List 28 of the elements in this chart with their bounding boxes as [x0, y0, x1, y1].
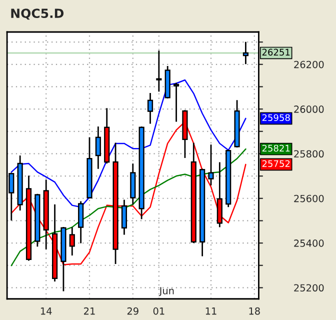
y-tick-label: 25800: [294, 150, 324, 158]
data-label: 25752: [262, 160, 290, 168]
x-tick-label: 29: [127, 307, 138, 315]
line-series: [10, 148, 246, 266]
annotation: Jun: [158, 287, 174, 296]
data-label: 25958: [262, 114, 290, 122]
ref-line-label: 26251: [262, 48, 290, 56]
candlestick: [121, 199, 128, 236]
candlestick: [78, 200, 84, 244]
y-tick-label: 25600: [294, 194, 324, 202]
x-tick-label: 14: [40, 308, 52, 315]
y-tick-label: 26000: [294, 106, 324, 113]
y-tick-label: 25400: [294, 240, 324, 247]
candlestick: [95, 126, 101, 170]
y-tick-label: 25200: [294, 284, 324, 292]
x-tick-label: 01: [153, 307, 164, 315]
candlestick: [147, 92, 154, 124]
chart-title: NQC5.D: [11, 8, 64, 20]
x-tick-label: 18: [249, 307, 260, 315]
candlestick: [242, 41, 248, 65]
data-label: 25821: [262, 144, 290, 152]
candlestick: [156, 50, 162, 92]
candlestick: [208, 144, 214, 186]
y-tick-label: 26200: [294, 60, 324, 68]
x-tick-label: 11: [206, 308, 216, 315]
x-tick-label: 21: [84, 307, 95, 315]
candlestick: [173, 82, 180, 122]
candlestick: [69, 226, 75, 256]
